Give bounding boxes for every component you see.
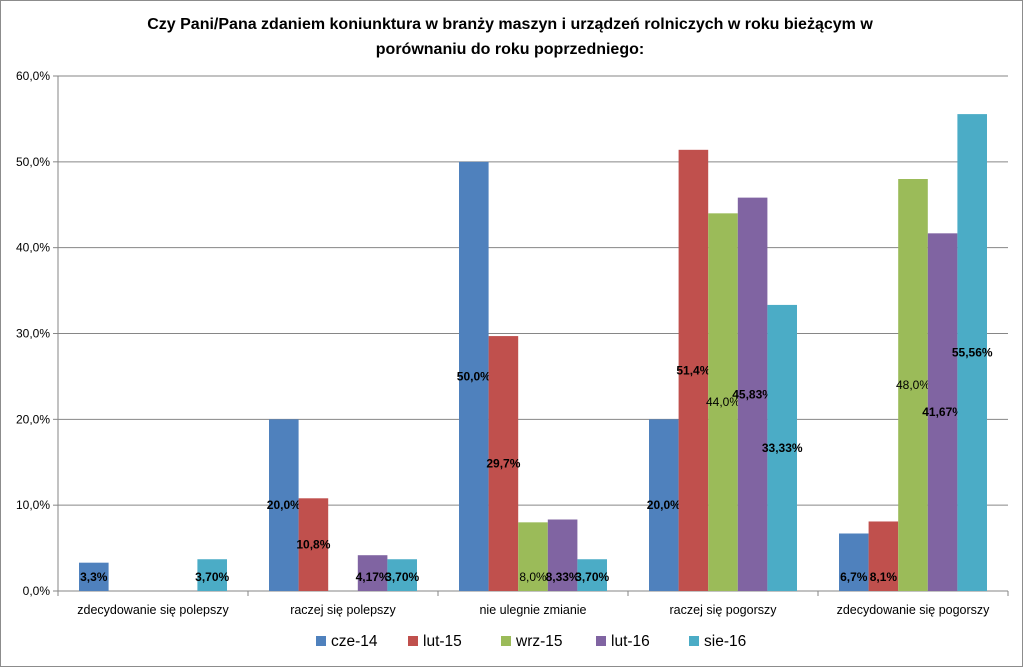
y-tick-label: 30,0%	[16, 327, 50, 341]
legend-label: lut-15	[423, 633, 462, 650]
legend-label: lut-16	[611, 633, 650, 650]
data-label: 20,0%	[267, 498, 301, 512]
data-label: 50,0%	[457, 369, 491, 383]
bar-sie-16	[387, 559, 417, 591]
bar-sie-16	[577, 559, 607, 591]
bar-lut-15	[298, 498, 329, 591]
bar-cze-14	[459, 161, 489, 592]
data-label: 48,0%	[896, 378, 930, 392]
bar-lut-16	[737, 197, 768, 591]
bar-lut-15	[868, 521, 899, 591]
bar-lut-16	[357, 555, 388, 591]
chart-title: Czy Pani/Pana zdaniem koniunktura w bran…	[60, 12, 960, 62]
bar-cze-14	[649, 419, 679, 591]
legend-swatch	[408, 636, 418, 646]
bar-wrz-15	[518, 522, 548, 591]
bar-cze-14	[839, 533, 869, 591]
chart-title-line-1: Czy Pani/Pana zdaniem koniunktura w bran…	[147, 16, 873, 33]
data-label: 3,70%	[385, 570, 419, 584]
bar-lut-16	[547, 519, 578, 591]
data-label: 8,33%	[546, 570, 580, 584]
legend-swatch	[316, 636, 326, 646]
legend-label: sie-16	[704, 633, 746, 650]
category-label: zdecydowanie się pogorszy	[837, 603, 991, 617]
data-label: 3,70%	[575, 570, 609, 584]
data-label: 20,0%	[647, 498, 681, 512]
data-label: 45,83%	[732, 387, 773, 401]
legend-swatch	[596, 636, 606, 646]
data-label: 41,67%	[922, 405, 963, 419]
category-label: raczej się pogorszy	[670, 603, 778, 617]
y-tick-label: 10,0%	[16, 498, 50, 512]
data-label: 3,70%	[195, 570, 229, 584]
legend-label: cze-14	[331, 633, 378, 650]
bar-lut-15	[678, 149, 709, 592]
data-label: 6,7%	[840, 570, 868, 584]
chart-title-line-2: porównaniu do roku poprzedniego:	[375, 41, 645, 58]
data-label: 51,4%	[676, 363, 710, 377]
data-label: 33,33%	[762, 441, 803, 455]
legend-label: wrz-15	[515, 633, 563, 650]
bar-sie-16	[197, 559, 227, 591]
bar-lut-16	[927, 233, 958, 591]
y-tick-label: 40,0%	[16, 241, 50, 255]
y-tick-label: 50,0%	[16, 155, 50, 169]
bar-sie-16	[957, 114, 987, 592]
y-tick-label: 0,0%	[23, 584, 51, 598]
data-label: 10,8%	[296, 538, 330, 552]
bar-wrz-15	[708, 213, 738, 592]
category-label: raczej się polepszy	[290, 603, 396, 617]
bar-wrz-15	[898, 179, 928, 591]
data-label: 8,0%	[519, 570, 547, 584]
bar-lut-15	[488, 336, 519, 591]
data-label: 44,0%	[706, 395, 740, 409]
y-tick-label: 60,0%	[16, 69, 50, 83]
bar-cze-14	[79, 562, 109, 591]
y-tick-label: 20,0%	[16, 412, 50, 426]
legend-swatch	[689, 636, 699, 646]
data-label: 29,7%	[486, 457, 520, 471]
category-label: nie ulegnie zmianie	[479, 603, 586, 617]
category-label: zdecydowanie się polepszy	[77, 603, 229, 617]
data-label: 8,1%	[870, 570, 898, 584]
bar-sie-16	[767, 304, 797, 591]
data-label: 4,17%	[356, 570, 390, 584]
bar-cze-14	[269, 419, 299, 591]
legend-swatch	[501, 636, 511, 646]
data-label: 3,3%	[80, 570, 108, 584]
data-label: 55,56%	[952, 346, 993, 360]
